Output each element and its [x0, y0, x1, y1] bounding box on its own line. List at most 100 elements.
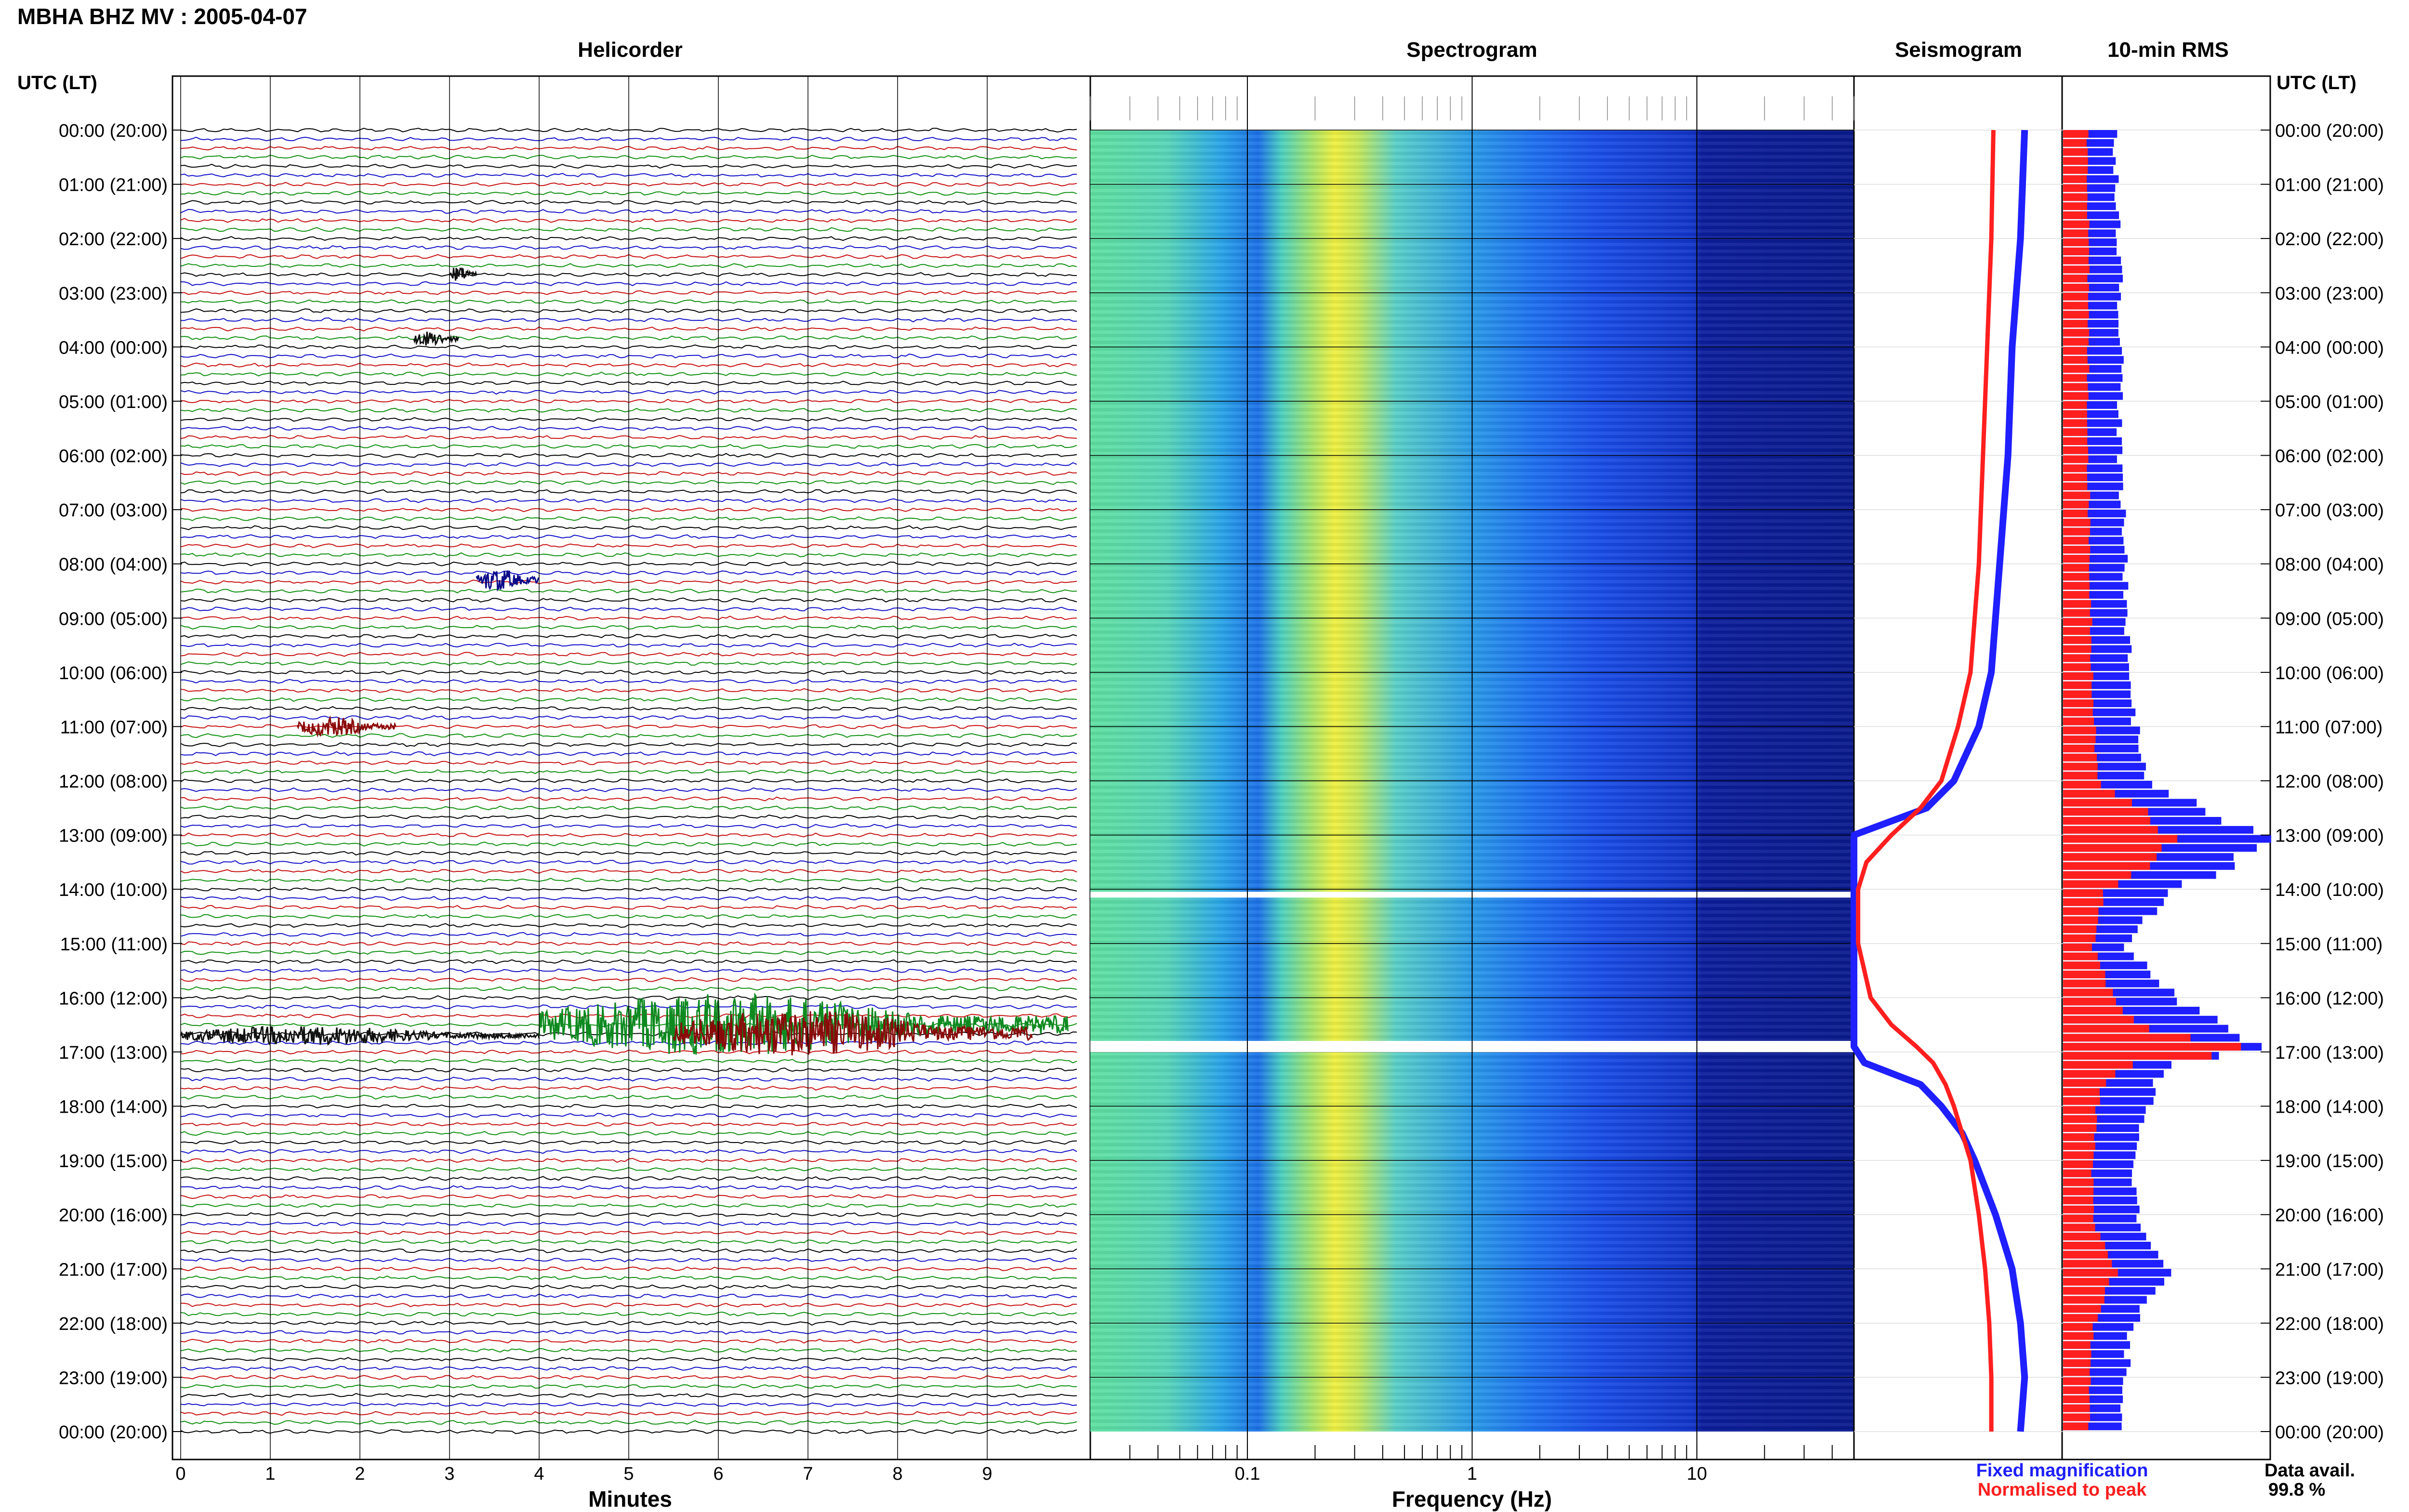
rms-bar: [2063, 600, 2091, 608]
legend-fixed: Fixed magnification: [1976, 1460, 2148, 1481]
rms-bar: [2063, 1386, 2089, 1394]
rms-bar: [2063, 473, 2087, 481]
rms-bar: [2063, 320, 2088, 328]
time-tick-label-right: 04:00 (00:00): [2275, 338, 2384, 358]
rms-bar: [2063, 1196, 2093, 1205]
rms-bar: [2063, 329, 2090, 337]
rms-bar: [2063, 1305, 2101, 1313]
rms-bar: [2063, 275, 2088, 283]
rms-bar: [2063, 582, 2090, 590]
rms-bar: [2063, 988, 2113, 997]
freq-tick-label: 1: [1467, 1464, 1477, 1484]
rms-bar: [2063, 374, 2087, 382]
rms-bar: [2063, 772, 2098, 780]
time-tick-label-right: 06:00 (02:00): [2275, 447, 2384, 467]
rms-bar: [2063, 871, 2131, 879]
rms-bar: [2063, 392, 2089, 400]
rms-bar: [2063, 1187, 2094, 1196]
rms-bar: [2063, 726, 2096, 735]
rms-bar: [2063, 1142, 2095, 1150]
rms-bar: [2063, 1133, 2094, 1141]
time-tick-label-left: 04:00 (00:00): [59, 338, 168, 358]
rms-bar: [2063, 1015, 2134, 1024]
rms-bar: [2063, 618, 2092, 626]
time-tick-label-left: 17:00 (13:00): [59, 1043, 168, 1063]
time-tick-label-left: 00:00 (20:00): [59, 1422, 168, 1443]
rms-bar: [2063, 636, 2091, 644]
panel-title-helicorder: Helicorder: [578, 38, 683, 62]
time-tick-label-right: 12:00 (08:00): [2275, 772, 2384, 792]
rms-bar: [2063, 1034, 2191, 1042]
rms-bar: [2063, 1007, 2123, 1015]
time-tick-label-right: 05:00 (01:00): [2275, 392, 2384, 412]
rms-bar: [2063, 1269, 2118, 1277]
time-tick-label-right: 10:00 (06:00): [2275, 663, 2384, 684]
rms-bar: [2063, 654, 2091, 662]
rms-bar: [2063, 1250, 2108, 1259]
rms-bar: [2063, 1278, 2109, 1286]
data-avail-value: 99.8 %: [2268, 1480, 2325, 1500]
rms-bar: [2063, 1106, 2096, 1114]
rms-bar: [2063, 130, 2089, 138]
rms-bar: [2063, 1422, 2089, 1431]
rms-bar: [2063, 546, 2091, 554]
rms-bar: [2063, 681, 2092, 689]
helicorder-frame: [172, 75, 1091, 1460]
time-tick-label-right: 11:00 (07:00): [2275, 717, 2383, 737]
legend-normalised: Normalised to peak: [1978, 1480, 2147, 1500]
rms-bar: [2063, 573, 2090, 581]
rms-bar: [2063, 916, 2098, 924]
minute-tick-label: 3: [444, 1464, 454, 1484]
rms-bar: [2063, 1151, 2094, 1159]
time-tick-label-right: 21:00 (17:00): [2275, 1260, 2384, 1280]
time-tick-label-right: 19:00 (15:00): [2275, 1151, 2384, 1171]
helicorder-event: [296, 715, 397, 738]
minute-tick-label: 6: [713, 1464, 723, 1484]
rms-bar: [2063, 238, 2089, 247]
time-tick-label-right: 15:00 (11:00): [2275, 934, 2383, 955]
rms-bar: [2063, 437, 2088, 445]
utc-label-left: UTC (LT): [17, 72, 97, 93]
rms-bar: [2063, 564, 2089, 572]
rms-bar: [2063, 1124, 2097, 1132]
rms-bar: [2063, 482, 2088, 490]
rms-bar: [2063, 672, 2093, 680]
time-tick-label-left: 15:00 (11:00): [60, 934, 168, 955]
rms-bar: [2063, 799, 2132, 807]
rms-bar: [2063, 708, 2093, 716]
rms-bar: [2063, 220, 2090, 228]
rms-bar: [2063, 1233, 2101, 1241]
rms-bar: [2063, 401, 2087, 409]
rms-bar: [2063, 1296, 2105, 1304]
rms-bar: [2063, 383, 2088, 391]
time-tick-label-left: 20:00 (16:00): [59, 1206, 168, 1226]
rms-bar: [2063, 1160, 2093, 1169]
rms-bar: [2063, 1350, 2091, 1358]
rms-bar: [2063, 744, 2095, 752]
rms-bar: [2063, 491, 2091, 500]
rms-bar: [2063, 410, 2087, 418]
time-tick-label-left: 00:00 (20:00): [59, 121, 168, 141]
minute-tick-label: 2: [355, 1464, 365, 1484]
rms-bar: [2063, 1097, 2100, 1105]
rms-bar: [2063, 1025, 2149, 1033]
rms-bar: [2063, 898, 2104, 906]
time-tick-label-left: 08:00 (04:00): [59, 555, 168, 575]
time-ticks: 00:00 (20:00) 00:00 (20:00) 01:00 (21:00) 0…: [59, 121, 2384, 1443]
time-tick-label-right: 08:00 (04:00): [2275, 555, 2384, 575]
rms-bar: [2063, 736, 2096, 744]
rms-bar: [2063, 1395, 2090, 1403]
rms-bar: [2063, 356, 2088, 364]
rms-bar: [2063, 1088, 2100, 1096]
rms-bar: [2063, 808, 2148, 816]
utc-label-right: UTC (LT): [2277, 72, 2356, 93]
minute-tick-label: 7: [803, 1464, 813, 1484]
rms-bar: [2063, 934, 2096, 942]
rms-bar: [2063, 446, 2089, 454]
minute-tick-label: 5: [623, 1464, 634, 1484]
rms-bar: [2063, 998, 2116, 1006]
rms-bar: [2063, 889, 2103, 897]
time-tick-label-left: 06:00 (02:00): [59, 447, 168, 467]
minute-tick-label: 0: [175, 1464, 185, 1484]
frequency-axis-label: Frequency (Hz): [1392, 1486, 1552, 1512]
